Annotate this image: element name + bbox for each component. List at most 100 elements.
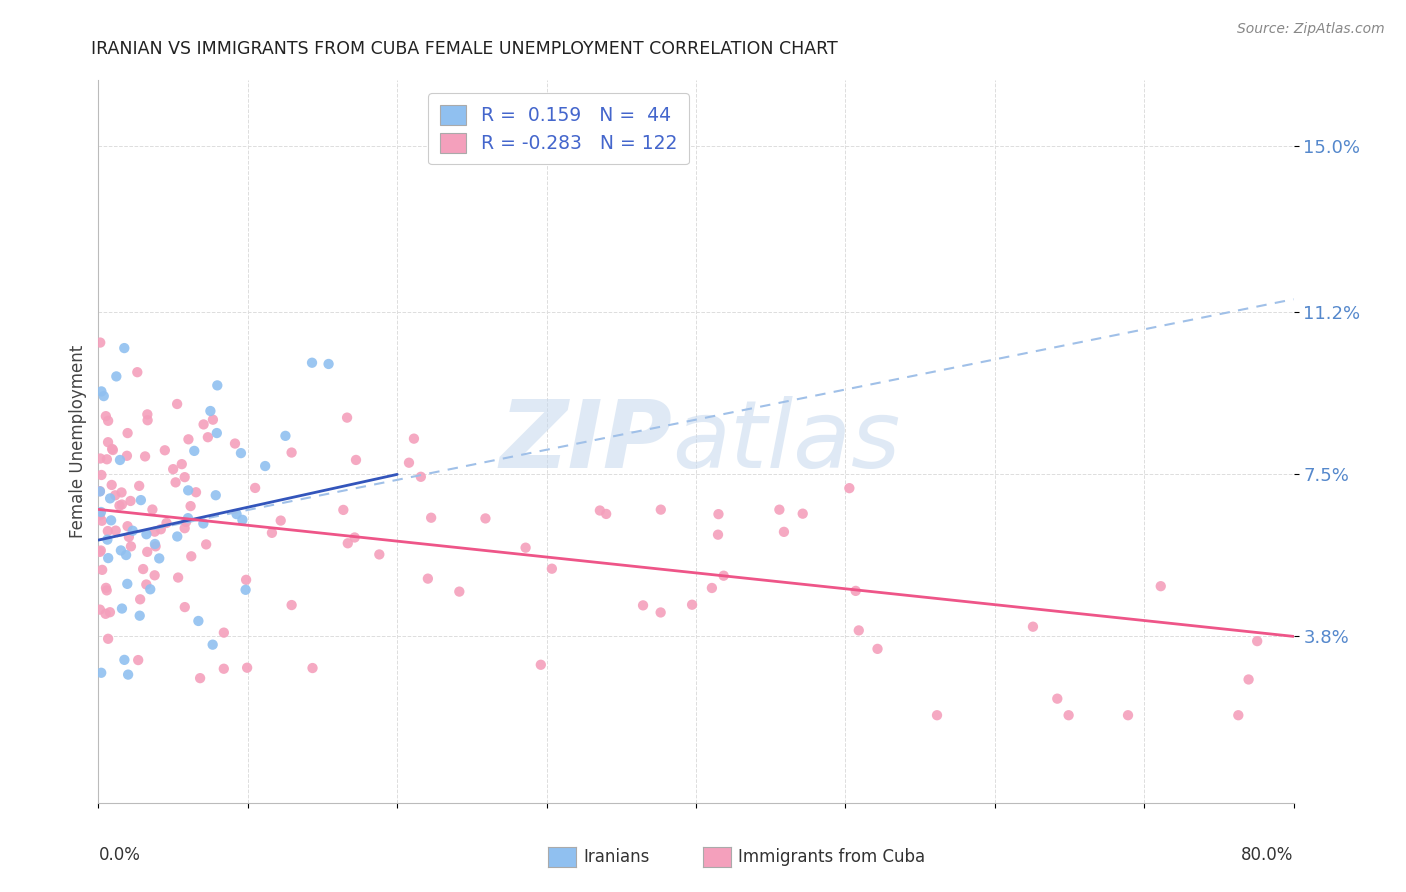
Point xyxy=(127,365,149,379)
Point xyxy=(136,408,159,422)
Point xyxy=(105,369,128,384)
Text: Source: ZipAtlas.com: Source: ZipAtlas.com xyxy=(1237,22,1385,37)
Point xyxy=(120,494,142,508)
Point xyxy=(368,548,391,562)
Point xyxy=(90,384,112,399)
Point xyxy=(96,583,118,598)
Point xyxy=(180,499,202,513)
Point xyxy=(90,665,112,680)
Point xyxy=(1022,620,1045,634)
Point xyxy=(1237,673,1260,687)
Point xyxy=(97,632,120,646)
Point xyxy=(104,488,127,502)
Point xyxy=(301,356,323,370)
Point xyxy=(925,708,948,723)
Point xyxy=(115,548,138,562)
Point xyxy=(236,661,259,675)
Point xyxy=(212,625,235,640)
Point xyxy=(121,524,143,538)
Point xyxy=(143,537,166,551)
Point xyxy=(117,519,139,533)
Text: ZIP: ZIP xyxy=(499,395,672,488)
Point xyxy=(127,653,149,667)
Point xyxy=(97,435,120,450)
Point xyxy=(184,485,207,500)
Point xyxy=(650,606,672,620)
Point xyxy=(94,409,117,424)
Point xyxy=(224,436,246,450)
Point xyxy=(148,551,170,566)
Point xyxy=(100,478,122,492)
Point xyxy=(260,525,283,540)
Point xyxy=(104,524,127,538)
Point xyxy=(89,484,111,499)
Point xyxy=(318,357,340,371)
Point xyxy=(167,570,190,584)
Point xyxy=(141,502,163,516)
Point xyxy=(420,510,443,524)
Point xyxy=(149,522,172,536)
Point xyxy=(90,505,112,519)
Point xyxy=(173,521,195,535)
Point xyxy=(94,581,117,595)
Point xyxy=(1246,634,1268,648)
Point xyxy=(332,503,354,517)
Point xyxy=(117,426,139,441)
Point xyxy=(848,624,870,638)
Point xyxy=(280,445,302,459)
Point xyxy=(402,432,425,446)
Point xyxy=(108,453,131,467)
Point xyxy=(681,598,703,612)
Point xyxy=(235,573,257,587)
Point xyxy=(96,452,118,467)
Point xyxy=(97,414,120,428)
Point xyxy=(115,449,138,463)
Point xyxy=(135,577,157,591)
Point xyxy=(177,483,200,498)
Point xyxy=(97,551,120,566)
Point xyxy=(474,511,496,525)
Point xyxy=(1116,708,1139,723)
Point xyxy=(153,443,176,458)
Point xyxy=(773,524,796,539)
Point xyxy=(128,479,150,493)
Point xyxy=(145,540,167,554)
Point xyxy=(100,513,122,527)
Point xyxy=(344,453,367,467)
Point xyxy=(270,514,292,528)
Point xyxy=(89,484,111,499)
Point xyxy=(530,657,553,672)
Point xyxy=(515,541,537,555)
Text: atlas: atlas xyxy=(672,396,900,487)
Point xyxy=(134,450,156,464)
Point xyxy=(117,667,139,681)
Point xyxy=(180,549,202,564)
Point xyxy=(108,499,131,513)
Point xyxy=(700,581,723,595)
Point xyxy=(120,540,142,554)
Point xyxy=(143,568,166,582)
Y-axis label: Female Unemployment: Female Unemployment xyxy=(69,345,87,538)
Point xyxy=(1227,708,1250,723)
Point xyxy=(201,638,224,652)
Point xyxy=(93,389,115,403)
Text: 80.0%: 80.0% xyxy=(1241,847,1294,864)
Point xyxy=(136,545,159,559)
Point xyxy=(1046,691,1069,706)
Point xyxy=(866,641,889,656)
Point xyxy=(139,582,162,597)
Point xyxy=(845,583,868,598)
Point xyxy=(713,568,735,582)
Point xyxy=(1150,579,1173,593)
Point xyxy=(231,513,253,527)
Point xyxy=(205,425,228,440)
Point xyxy=(90,468,112,483)
Point xyxy=(101,442,124,456)
Point xyxy=(110,485,132,500)
Point xyxy=(90,543,112,558)
Point xyxy=(235,582,257,597)
Point xyxy=(225,507,247,521)
Point xyxy=(128,608,150,623)
Text: Immigrants from Cuba: Immigrants from Cuba xyxy=(738,848,925,866)
Point xyxy=(207,378,229,392)
